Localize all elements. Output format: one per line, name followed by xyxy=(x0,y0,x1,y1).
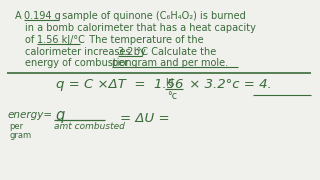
Text: q = C ×ΔT  =  1.56: q = C ×ΔT = 1.56 xyxy=(56,78,187,91)
Text: gram: gram xyxy=(9,131,31,140)
Text: calorimeter increases by: calorimeter increases by xyxy=(25,47,149,57)
Text: A: A xyxy=(15,11,25,21)
Text: kJ: kJ xyxy=(165,78,174,88)
Text: energy of combustion: energy of combustion xyxy=(25,58,135,69)
Text: × 3.2°c = 4.: × 3.2°c = 4. xyxy=(185,78,272,91)
Text: = ΔU =: = ΔU = xyxy=(120,112,169,125)
Text: per gram and per mole.: per gram and per mole. xyxy=(112,58,228,69)
Text: .  Calculate the: . Calculate the xyxy=(142,47,217,57)
Text: 0.194 g: 0.194 g xyxy=(24,11,61,21)
Text: per: per xyxy=(9,122,23,130)
Text: °c: °c xyxy=(167,91,177,101)
Text: 3.2 °C: 3.2 °C xyxy=(118,47,148,57)
Text: 1.56 kJ/°C: 1.56 kJ/°C xyxy=(37,35,85,45)
Text: .  The temperature of the: . The temperature of the xyxy=(80,35,204,45)
Text: of: of xyxy=(25,35,37,45)
Text: in a bomb calorimeter that has a heat capacity: in a bomb calorimeter that has a heat ca… xyxy=(25,23,256,33)
Text: energy=: energy= xyxy=(7,110,52,120)
Text: amt combusted: amt combusted xyxy=(54,122,124,130)
Text: q: q xyxy=(56,108,65,123)
Text: sample of quinone (C₆H₄O₂) is burned: sample of quinone (C₆H₄O₂) is burned xyxy=(59,11,245,21)
